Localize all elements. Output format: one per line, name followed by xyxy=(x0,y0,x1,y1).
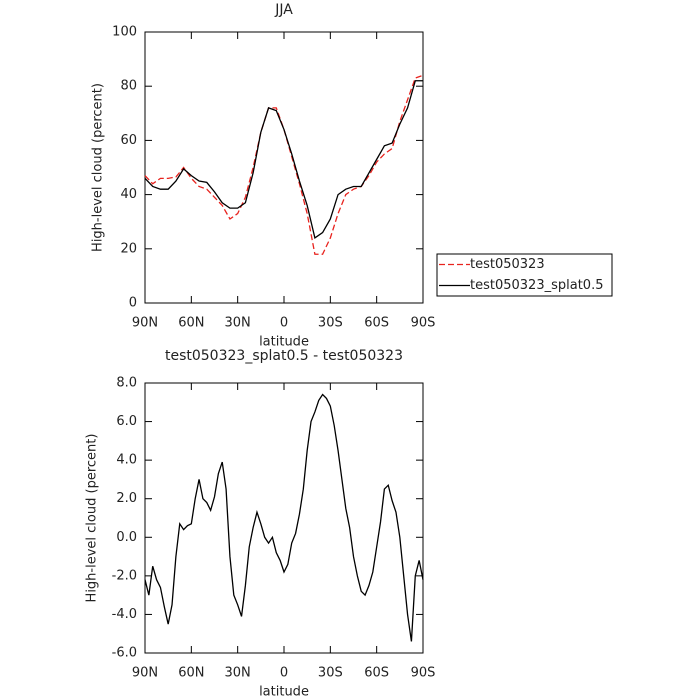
x-tick-label: 30N xyxy=(225,666,251,681)
x-tick-label: 0 xyxy=(280,666,288,681)
x-tick-label: 60N xyxy=(178,316,204,331)
x-tick-label: 90N xyxy=(132,666,158,681)
data-line xyxy=(144,393,424,642)
x-tick-label: 30N xyxy=(225,316,251,331)
legend-label: test050323_splat0.5 xyxy=(470,278,603,293)
x-tick-label: 30S xyxy=(318,316,343,331)
chart-title: test050323_splat0.5 - test050323 xyxy=(165,348,403,364)
y-tick-label: 40 xyxy=(120,187,137,202)
y-tick-label: 100 xyxy=(112,25,137,40)
y-tick-label: 0.0 xyxy=(116,530,137,545)
y-tick-label: 60 xyxy=(120,133,137,148)
y-tick-label: -4.0 xyxy=(112,607,137,622)
y-tick-label: 6.0 xyxy=(116,414,137,429)
y-tick-label: 2.0 xyxy=(116,491,137,506)
chart-title: JJA xyxy=(274,2,293,18)
x-axis-label: latitude xyxy=(259,335,309,350)
plot-frame xyxy=(144,31,424,304)
x-tick-label: 60N xyxy=(178,666,204,681)
y-axis-label: High-level cloud (percent) xyxy=(85,434,100,603)
x-tick-label: 60S xyxy=(364,316,389,331)
plot-frame xyxy=(144,382,424,654)
y-tick-label: 4.0 xyxy=(116,453,137,468)
y-axis-label: High-level cloud (percent) xyxy=(91,83,106,252)
legend-label: test050323 xyxy=(470,257,545,272)
y-tick-label: 0 xyxy=(129,296,137,311)
x-tick-label: 90S xyxy=(411,316,436,331)
x-tick-label: 30S xyxy=(318,666,343,681)
y-tick-label: 8.0 xyxy=(116,376,137,391)
y-tick-label: -6.0 xyxy=(112,646,137,661)
y-tick-label: 20 xyxy=(120,241,137,256)
y-tick-label: 80 xyxy=(120,79,137,94)
x-axis-label: latitude xyxy=(259,685,309,700)
x-tick-label: 0 xyxy=(280,316,288,331)
data-line xyxy=(144,74,424,255)
y-tick-label: -2.0 xyxy=(112,568,137,583)
data-line xyxy=(144,80,423,240)
legend-box xyxy=(436,253,613,297)
x-tick-label: 90N xyxy=(132,316,158,331)
x-tick-label: 60S xyxy=(364,666,389,681)
x-tick-label: 90S xyxy=(411,666,436,681)
